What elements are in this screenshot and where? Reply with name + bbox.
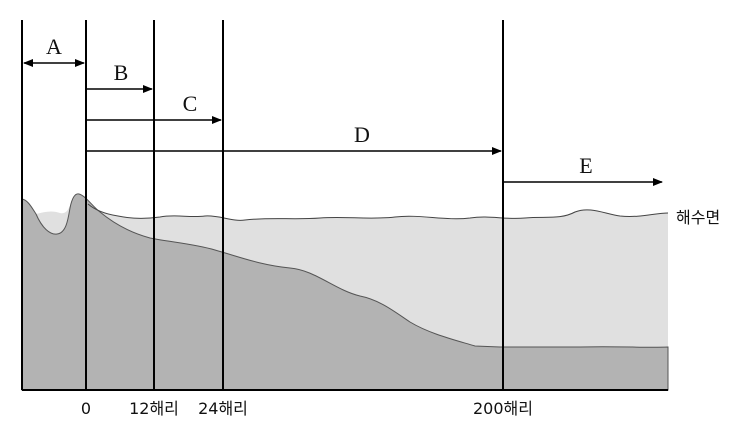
zone-e-label: E xyxy=(579,153,592,178)
sea-surface-label: 해수면 xyxy=(676,208,720,227)
distance-label-0: 0 xyxy=(81,399,91,418)
distance-label-12nm: 12해리 xyxy=(129,399,179,418)
sea-surface-line xyxy=(87,203,669,221)
zone-c-label: C xyxy=(183,91,198,116)
zone-d-label: D xyxy=(354,122,370,147)
zone-a-label: A xyxy=(46,34,62,59)
seabed-land-area xyxy=(21,193,669,391)
zone-b-label: B xyxy=(114,60,129,85)
distance-label-200nm: 200해리 xyxy=(473,399,533,418)
distance-label-24nm: 24해리 xyxy=(198,399,248,418)
